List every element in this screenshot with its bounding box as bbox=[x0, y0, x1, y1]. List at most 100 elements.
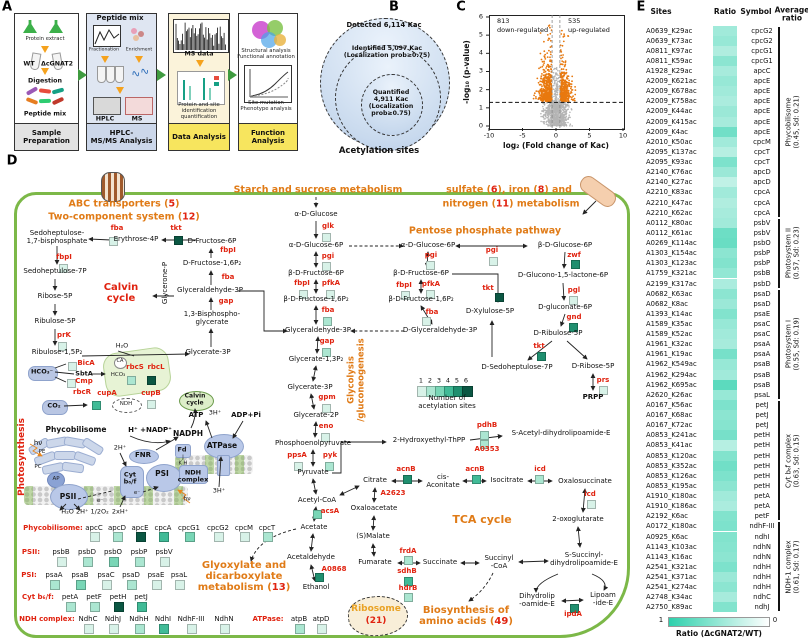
label-pentose-phosphate-pathway: Pentose phosphate pathway bbox=[408, 225, 562, 237]
label-d-xylulose-5p: D-Xylulose-5P bbox=[465, 307, 515, 316]
label-h-nadp: H⁺ +NADP⁺ bbox=[128, 426, 172, 435]
kac-site-row: A1928_K29ac apcC bbox=[646, 65, 806, 77]
acetylation-count-square bbox=[534, 474, 544, 484]
kac-site-row: A1589_K52ac psaC bbox=[646, 329, 806, 340]
gene-symbol: cpcG1 bbox=[751, 56, 773, 65]
kac-site-row: A1910_K180ac petA bbox=[646, 491, 806, 502]
label-structural-analysis: Structural analysis bbox=[241, 48, 291, 55]
label-rbcs: rbcS bbox=[126, 363, 144, 372]
label-d-sedoheptulose-7p: D-Sedoheptulose-7P bbox=[481, 363, 553, 372]
y-tick-label: 2 bbox=[478, 85, 484, 94]
label-s-malate: (S)Malate bbox=[356, 532, 390, 541]
acetylation-count-square bbox=[400, 290, 410, 300]
acetylation-count-square bbox=[421, 316, 431, 326]
acetylation-count-square bbox=[109, 624, 119, 634]
label-fba: fba bbox=[321, 306, 335, 315]
label-d-glucose: α-D-Glucose bbox=[294, 210, 338, 219]
acetylation-count-square bbox=[314, 572, 324, 582]
ratio-heat-cell bbox=[713, 571, 737, 583]
site-id: A1143_K16ac bbox=[646, 552, 693, 561]
ratio-heat-cell bbox=[713, 238, 737, 249]
ratio-heat-cell bbox=[713, 531, 737, 542]
site-id: A2541_K321ac bbox=[646, 562, 697, 571]
label-s-succinyl-dihydrolipoamide-e: S-Succinyl-dihydrolipoamide-E bbox=[550, 551, 618, 567]
workflow-arrow-icon bbox=[228, 69, 237, 81]
label-1: 1 bbox=[418, 376, 424, 385]
acetylation-count-square bbox=[67, 361, 77, 371]
kac-site-row: A0172_K180ac ndhF-III bbox=[646, 521, 806, 532]
label-psbb: psbB bbox=[52, 548, 70, 557]
ratio-legend-left: 1 bbox=[658, 616, 664, 625]
acetylation-count-square bbox=[220, 624, 230, 634]
ms-spectrum-icon bbox=[173, 19, 229, 53]
kac-site-row: A1961_K19ac psaA bbox=[646, 349, 806, 360]
acetylation-count-square bbox=[108, 236, 118, 246]
label-fnr: FNR bbox=[134, 451, 152, 460]
e-header-average: Average ratio bbox=[774, 5, 808, 23]
kac-site-row: A0853_K241ac petH bbox=[646, 430, 806, 441]
gene-symbol: ndhN bbox=[752, 552, 771, 561]
label-glycolysis-gluconeogenesis: Glycolysis/gluconeogenesis bbox=[346, 338, 366, 422]
kac-site-row: A0853_K41ac petH bbox=[646, 440, 806, 451]
label-pyk: pyk bbox=[322, 451, 338, 460]
label-pc: PC bbox=[34, 463, 42, 470]
site-id: A0925_K6ac bbox=[646, 532, 689, 541]
label-tca-cycle: TCA cycle bbox=[452, 512, 512, 526]
site-id: A1589_K35ac bbox=[646, 319, 693, 328]
label-psii: PSII bbox=[59, 491, 77, 501]
label-2h: 2H⁺ bbox=[113, 443, 127, 452]
label-oxaloacetate: Oxaloacetate bbox=[350, 504, 398, 513]
acetylation-count-square bbox=[321, 347, 331, 357]
label-peta: petA bbox=[61, 593, 79, 602]
label-ethanol: Ethanol bbox=[302, 583, 330, 592]
volcano-plot-area bbox=[489, 15, 625, 130]
ratio-heat-cell bbox=[713, 430, 737, 441]
kac-site-row: A2010_K50ac cpcM bbox=[646, 136, 806, 147]
site-id: A1759_K321ac bbox=[646, 269, 697, 278]
cytb6f-complex-icon bbox=[120, 466, 144, 498]
label-fba: fba bbox=[110, 224, 124, 233]
label-ndhh: NdhH bbox=[129, 615, 149, 624]
kac-site-row: A2750_K89ac ndhJ bbox=[646, 602, 806, 613]
kac-site-row: A1589_K35ac psaC bbox=[646, 318, 806, 330]
label-sulfate-6-iron-8-and: sulfate (6), iron (8) and bbox=[446, 184, 572, 196]
label-psac: psaC bbox=[97, 571, 115, 580]
group-bracket bbox=[778, 218, 780, 288]
y-tick-label: 4 bbox=[478, 48, 484, 57]
ratio-heat-cell bbox=[713, 167, 737, 178]
kac-site-row: A1143_K16ac ndhN bbox=[646, 551, 806, 562]
label-wt: WT bbox=[23, 60, 35, 68]
label-phenotype-analysis: Phenotype analysis bbox=[240, 106, 292, 113]
label-rbcl: rbcL bbox=[147, 363, 165, 372]
site-id: A2210_K47ac bbox=[646, 198, 693, 207]
ratio-heat-cell bbox=[713, 136, 737, 147]
ratio-heat-cell bbox=[713, 86, 737, 97]
acetylation-count-square bbox=[312, 509, 322, 519]
label-cpcg1: cpcG1 bbox=[177, 524, 201, 533]
kac-site-row: A1303_K154ac psbP bbox=[646, 248, 806, 259]
caption-function-analysis: Function Analysis bbox=[239, 123, 297, 150]
venn-caption: Acetylation sites bbox=[338, 146, 420, 157]
ratio-heat-cell bbox=[713, 541, 737, 552]
site-id: A0853_K195ac bbox=[646, 481, 697, 490]
gene-symbol: ndhH bbox=[752, 572, 772, 581]
label-ap: AP bbox=[52, 475, 60, 482]
ratio-heat-cell bbox=[713, 582, 737, 593]
ratio-heat-cell bbox=[713, 450, 737, 461]
label-d-glucose-6p: α-D-Glucose-6P bbox=[288, 241, 344, 250]
workflow-arrow-icon bbox=[78, 69, 87, 81]
ratio-heat-cell bbox=[713, 480, 737, 491]
label-cyt-b-f: Cyt b₆/f bbox=[123, 470, 137, 486]
site-id: A2199_K317ac bbox=[646, 279, 697, 288]
label-glycerate-3p: Glycerate-3P bbox=[185, 348, 231, 357]
site-id: A2192_K6ac bbox=[646, 512, 689, 521]
label-e: e⁻ bbox=[96, 497, 104, 504]
acetylation-count-square bbox=[135, 624, 145, 634]
x-tick-label: -10 bbox=[483, 131, 495, 140]
kac-site-row: A0682_K8ac psaD bbox=[646, 298, 806, 309]
site-id: A0853_K120ac bbox=[646, 451, 697, 460]
label-ribose-5p: Ribose-5P bbox=[37, 292, 73, 301]
gene-symbol: cpcT bbox=[754, 158, 770, 167]
label-zwf: zwf bbox=[567, 251, 581, 260]
acetylation-count-square bbox=[57, 341, 67, 351]
